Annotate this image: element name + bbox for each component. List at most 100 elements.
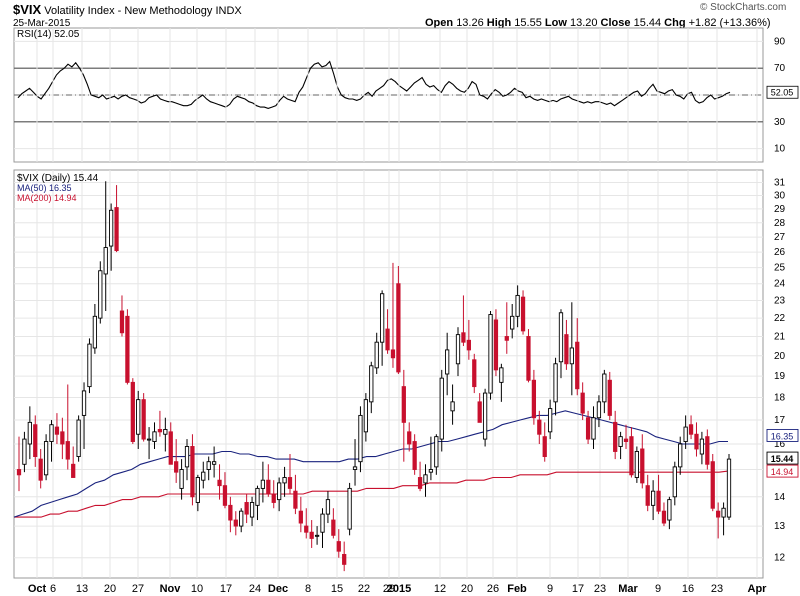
candlestick — [249, 496, 255, 527]
candlestick — [314, 526, 320, 545]
candle-body — [613, 421, 618, 452]
candlestick — [125, 309, 130, 385]
x-tick-label: Nov — [160, 583, 182, 595]
candlestick — [716, 502, 721, 539]
value-tag-label: 16.35 — [771, 431, 794, 441]
candlestick — [293, 474, 298, 515]
candle-body — [320, 513, 325, 533]
candlestick — [640, 434, 645, 489]
candlestick — [661, 502, 667, 527]
candlestick — [575, 318, 580, 396]
x-tick-label: 22 — [358, 583, 370, 595]
high-value: 15.55 — [514, 17, 542, 29]
candle-body — [71, 463, 76, 478]
candlestick — [499, 363, 504, 402]
candlestick — [304, 508, 309, 539]
candle-body — [136, 399, 141, 435]
candlestick — [428, 436, 434, 481]
candle-body — [282, 477, 287, 484]
candle-body — [195, 477, 200, 503]
candle-body — [423, 474, 428, 484]
ma50-line — [13, 410, 728, 518]
x-tick-label: 29 — [383, 583, 395, 595]
candlestick — [287, 454, 293, 494]
candlestick — [607, 371, 612, 421]
price-tick-label: 13 — [774, 521, 786, 532]
value-tag-label: 15.44 — [771, 454, 794, 464]
x-tick-label: 20 — [104, 583, 116, 595]
candlestick — [553, 357, 558, 416]
candlestick — [336, 529, 341, 558]
candlestick — [537, 410, 542, 445]
candlestick — [130, 378, 135, 445]
candle-body — [553, 363, 558, 403]
candlestick — [493, 309, 499, 377]
candlestick — [16, 436, 22, 492]
candle-body — [428, 469, 434, 473]
candle-body — [174, 461, 179, 473]
candlestick — [531, 369, 537, 425]
candle-body — [157, 428, 163, 433]
candlestick — [667, 496, 672, 530]
x-tick-label: 10 — [191, 583, 203, 595]
candle-body — [629, 436, 634, 476]
candle-body — [352, 466, 358, 470]
candle-body — [634, 451, 639, 478]
candlestick — [71, 446, 76, 478]
x-tick-label: 13 — [76, 583, 88, 595]
candlestick — [650, 480, 656, 521]
candlestick — [184, 439, 190, 481]
candlestick — [694, 422, 699, 457]
candlestick — [699, 431, 705, 465]
candlestick — [320, 508, 325, 548]
candle-body — [309, 531, 314, 539]
candlestick — [439, 369, 444, 452]
candlestick — [255, 485, 260, 521]
candlestick — [705, 429, 710, 470]
candlestick — [54, 413, 60, 445]
candle-body — [33, 424, 38, 458]
candlestick — [358, 406, 363, 473]
candle-body — [314, 534, 320, 537]
x-tick-label: 27 — [132, 583, 144, 595]
candlestick — [217, 464, 222, 500]
candle-body — [515, 294, 520, 317]
candlestick — [119, 295, 125, 337]
candlestick — [542, 422, 547, 462]
low-label: Low — [544, 17, 567, 29]
candle-body — [260, 479, 266, 489]
candlestick — [298, 496, 303, 533]
exchange: INDX — [215, 5, 242, 17]
candle-body — [379, 293, 385, 343]
open-label: Open — [425, 17, 454, 29]
candlestick — [645, 474, 650, 512]
candle-body — [656, 490, 661, 512]
candlestick — [683, 415, 688, 449]
rsi-tick-label: 90 — [774, 36, 786, 47]
candle-body — [499, 367, 504, 383]
candle-body — [179, 469, 184, 489]
price-tick-label: 12 — [774, 553, 786, 564]
candle-body — [130, 381, 135, 442]
candle-body — [65, 441, 70, 460]
candlestick — [363, 393, 369, 442]
price-tick-label: 26 — [774, 247, 786, 258]
candle-body — [569, 347, 574, 365]
rsi-title: RSI(14) 52.05 — [17, 29, 80, 40]
candle-body — [277, 482, 282, 501]
x-tick-label: Apr — [748, 583, 768, 595]
price-tick-label: 23 — [774, 296, 786, 307]
candle-body — [591, 417, 596, 440]
candlestick — [157, 410, 163, 437]
candlestick — [379, 290, 385, 366]
candlestick — [482, 388, 488, 447]
candle-body — [455, 334, 461, 365]
candle-body — [645, 485, 650, 506]
candle-body — [152, 431, 157, 442]
candlestick — [347, 482, 352, 536]
x-tick-label: Mar — [618, 583, 638, 595]
x-tick-label: 23 — [594, 583, 606, 595]
candle-body — [439, 377, 444, 440]
open-value: 13.26 — [456, 17, 484, 29]
